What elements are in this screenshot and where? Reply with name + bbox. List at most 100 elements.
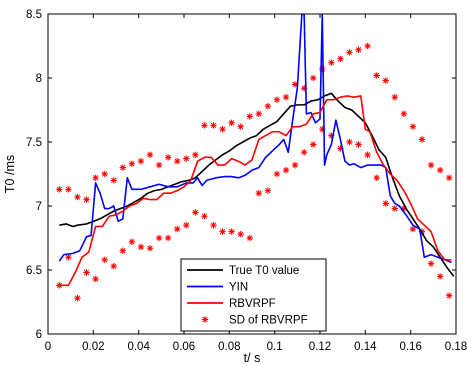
data-point bbox=[382, 77, 389, 84]
series-layer bbox=[56, 14, 455, 302]
data-point bbox=[237, 123, 244, 130]
data-point bbox=[246, 234, 253, 242]
data-point bbox=[291, 161, 299, 169]
data-point bbox=[364, 151, 371, 158]
data-point bbox=[101, 170, 108, 178]
data-point bbox=[409, 123, 417, 130]
data-point bbox=[427, 161, 435, 169]
data-point bbox=[92, 275, 99, 283]
data-point bbox=[282, 166, 290, 174]
y-tick-label: 7 bbox=[36, 201, 42, 213]
data-point bbox=[400, 110, 408, 118]
data-point bbox=[255, 190, 262, 197]
y-tick-label: 6 bbox=[36, 329, 42, 341]
data-point bbox=[273, 170, 281, 178]
data-point bbox=[210, 122, 217, 129]
data-point bbox=[210, 222, 217, 229]
data-point bbox=[174, 158, 181, 165]
legend-label: True T0 value bbox=[229, 265, 299, 277]
data-point bbox=[119, 247, 126, 254]
data-point bbox=[282, 94, 290, 101]
x-tick-label: 0.1 bbox=[267, 341, 283, 353]
data-point bbox=[83, 196, 90, 203]
data-point bbox=[346, 138, 353, 146]
data-point bbox=[337, 55, 344, 62]
data-point bbox=[427, 260, 435, 267]
legend: True T0 value YIN RBVRPF SD of RBVRPF bbox=[180, 258, 327, 332]
data-point bbox=[391, 94, 398, 101]
legend-swatch bbox=[201, 316, 209, 323]
data-point bbox=[192, 209, 199, 216]
y-tick-label: 6.5 bbox=[26, 265, 42, 277]
data-point bbox=[183, 222, 190, 229]
data-point bbox=[355, 141, 362, 148]
x-axis-label: t/ s bbox=[244, 351, 261, 365]
data-point bbox=[110, 262, 117, 270]
data-point bbox=[219, 228, 226, 235]
data-point bbox=[128, 238, 136, 246]
data-point bbox=[128, 160, 136, 167]
y-tick-label: 7.5 bbox=[26, 137, 42, 149]
data-point bbox=[364, 42, 371, 50]
legend-item: SD of RBVRPF bbox=[201, 315, 308, 327]
y-tick-label: 8.5 bbox=[26, 9, 42, 21]
data-point bbox=[146, 245, 154, 252]
data-point bbox=[119, 164, 126, 171]
data-point bbox=[219, 126, 226, 133]
data-point bbox=[155, 161, 163, 169]
data-point bbox=[237, 230, 244, 238]
data-point bbox=[346, 49, 353, 56]
data-point bbox=[56, 186, 63, 193]
x-tick-label: 0 bbox=[45, 341, 51, 353]
data-point bbox=[137, 158, 145, 165]
data-point bbox=[164, 154, 172, 161]
data-point bbox=[273, 96, 281, 103]
series-line-rbvrpf bbox=[59, 95, 452, 287]
data-point bbox=[74, 193, 81, 201]
x-tick-label: 0.06 bbox=[173, 341, 195, 353]
data-point bbox=[192, 151, 199, 158]
data-point bbox=[228, 119, 235, 126]
legend-item: RBVRPF bbox=[187, 298, 276, 310]
data-point bbox=[92, 174, 99, 182]
data-point bbox=[83, 269, 90, 276]
data-point bbox=[382, 200, 389, 207]
data-point bbox=[101, 256, 108, 263]
legend-label: YIN bbox=[229, 282, 248, 294]
x-tick-label: 0.02 bbox=[82, 341, 104, 353]
y-axis-label: T0 /ms bbox=[3, 155, 17, 193]
series-sd-of-rbvrpf bbox=[56, 42, 453, 302]
data-point bbox=[391, 205, 398, 212]
plot-frame bbox=[47, 13, 457, 335]
data-point bbox=[65, 186, 72, 193]
data-point bbox=[328, 59, 335, 66]
legend-label: SD of RBVRPF bbox=[229, 315, 308, 327]
data-point bbox=[146, 151, 154, 158]
data-point bbox=[228, 228, 235, 235]
data-point bbox=[355, 46, 362, 54]
data-point bbox=[310, 141, 317, 148]
legend-item: True T0 value bbox=[187, 265, 299, 277]
x-tick-label: 0.04 bbox=[127, 341, 150, 353]
data-point bbox=[137, 243, 145, 251]
legend-item: YIN bbox=[187, 282, 248, 294]
data-point bbox=[300, 149, 308, 156]
data-point bbox=[110, 177, 117, 184]
data-point bbox=[174, 225, 181, 233]
data-point bbox=[246, 113, 253, 120]
data-point bbox=[436, 273, 444, 280]
y-tick-label: 8 bbox=[36, 73, 42, 85]
data-point bbox=[409, 225, 417, 233]
data-point bbox=[291, 81, 299, 88]
data-point bbox=[65, 254, 72, 261]
data-point bbox=[164, 234, 172, 242]
data-point bbox=[264, 187, 272, 194]
data-point bbox=[201, 122, 208, 129]
data-point bbox=[373, 72, 380, 79]
data-point bbox=[436, 166, 444, 174]
x-tick-label: 0.08 bbox=[218, 341, 240, 353]
data-point bbox=[155, 234, 163, 242]
x-tick-label: 0.12 bbox=[309, 341, 331, 353]
data-point bbox=[373, 174, 380, 182]
